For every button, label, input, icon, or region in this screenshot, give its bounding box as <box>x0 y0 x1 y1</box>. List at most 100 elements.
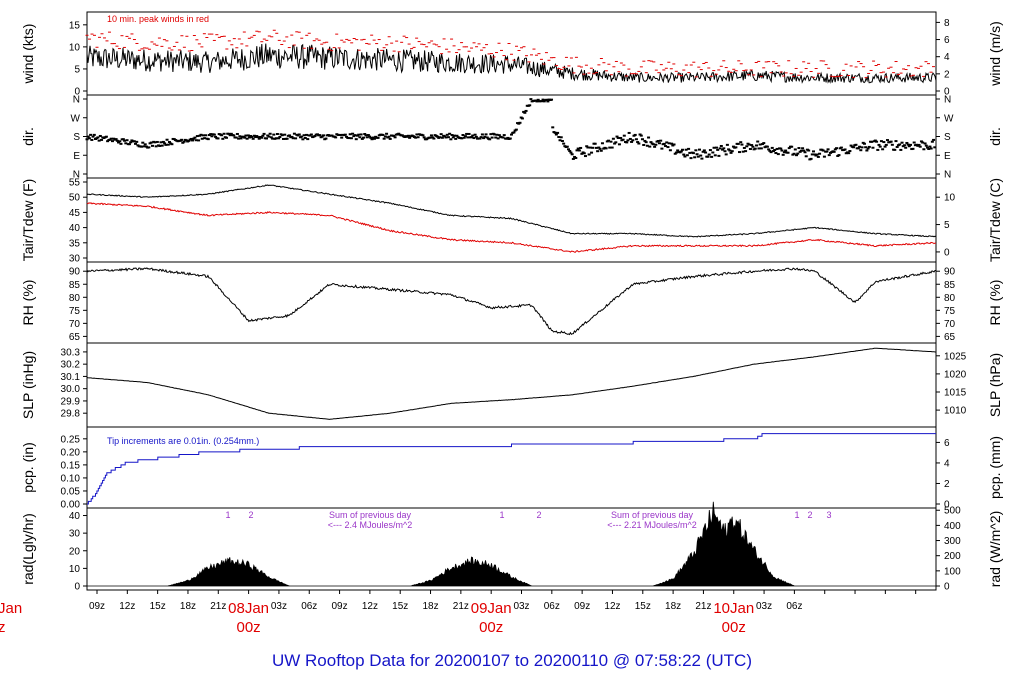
direction-mark <box>166 143 170 146</box>
direction-mark <box>882 141 886 144</box>
y-tick-label-right: 0 <box>944 582 950 593</box>
direction-mark <box>362 136 366 139</box>
direction-mark <box>495 133 499 136</box>
direction-mark <box>866 147 870 150</box>
y-tick-label-right: 300 <box>944 536 961 547</box>
direction-mark <box>742 146 746 149</box>
direction-mark <box>553 131 557 134</box>
direction-mark <box>104 135 108 138</box>
direction-mark <box>125 139 129 142</box>
direction-mark <box>309 133 313 136</box>
direction-mark <box>349 137 353 140</box>
direction-mark <box>237 137 241 140</box>
x-tick-label: 09z <box>332 601 348 612</box>
direction-mark <box>614 141 618 144</box>
direction-mark <box>163 142 167 145</box>
day-label: 08Jan <box>228 600 269 617</box>
direction-mark <box>348 133 352 136</box>
direction-mark <box>588 146 592 149</box>
y-tick-label-left: E <box>73 151 80 162</box>
direction-mark <box>890 143 894 146</box>
direction-mark <box>508 137 512 140</box>
direction-mark <box>446 136 450 139</box>
direction-mark <box>123 139 127 142</box>
direction-mark <box>100 138 104 141</box>
direction-mark <box>512 131 516 134</box>
direction-mark <box>930 140 934 143</box>
y-axis-label-right: wind (m/s) <box>987 21 1003 87</box>
direction-mark <box>825 150 829 153</box>
direction-mark <box>689 157 693 160</box>
direction-mark <box>129 141 133 144</box>
direction-mark <box>115 139 119 142</box>
y-tick-label-left: 45 <box>69 208 81 219</box>
rad-marker: 3 <box>826 510 831 520</box>
direction-mark <box>414 136 418 139</box>
x-tick-label: 21z <box>695 601 711 612</box>
y-tick-label-right: 65 <box>944 332 956 343</box>
direction-mark <box>699 154 703 157</box>
direction-mark <box>685 154 689 157</box>
y-tick-label-right: E <box>944 151 951 162</box>
direction-mark <box>849 144 853 147</box>
direction-mark <box>523 111 527 114</box>
direction-mark <box>633 133 637 136</box>
x-tick-label: 06z <box>301 601 317 612</box>
direction-mark <box>269 136 273 139</box>
direction-mark <box>206 138 210 141</box>
y-axis-label-right: dir. <box>987 127 1003 146</box>
direction-mark <box>928 145 932 148</box>
direction-mark <box>351 132 355 135</box>
direction-mark <box>856 147 860 150</box>
x-tick-label: 18z <box>180 601 196 612</box>
direction-mark <box>679 150 683 153</box>
direction-mark <box>305 133 309 136</box>
direction-mark <box>809 157 813 160</box>
series-slp <box>86 347 936 420</box>
direction-mark <box>124 142 128 145</box>
direction-mark <box>684 148 688 151</box>
direction-mark <box>802 149 806 152</box>
direction-mark <box>189 137 193 140</box>
y-axis-label-right: rad (W/m^2) <box>987 511 1003 588</box>
x-tick-label: 12z <box>362 601 378 612</box>
direction-mark <box>87 137 91 140</box>
direction-mark <box>926 146 930 149</box>
direction-mark <box>871 146 875 149</box>
direction-mark <box>550 98 554 101</box>
direction-mark <box>923 142 927 145</box>
direction-mark <box>932 138 936 141</box>
direction-mark <box>274 137 278 140</box>
direction-mark <box>449 138 453 141</box>
direction-mark <box>262 132 266 135</box>
direction-mark <box>460 137 464 140</box>
direction-mark <box>744 150 748 153</box>
direction-mark <box>702 149 706 152</box>
direction-mark <box>626 139 630 142</box>
direction-mark <box>649 141 653 144</box>
direction-mark <box>132 140 136 143</box>
tip-increment-note: Tip increments are 0.01in. (0.254mm.) <box>107 436 259 446</box>
direction-mark <box>109 137 113 140</box>
direction-mark <box>463 135 467 138</box>
direction-mark <box>197 139 201 142</box>
direction-mark <box>798 150 802 153</box>
direction-mark <box>199 133 203 136</box>
direction-mark <box>729 151 733 154</box>
y-tick-label-left: N <box>73 170 80 181</box>
direction-mark <box>879 140 883 143</box>
direction-mark <box>96 136 100 139</box>
series-rh <box>86 267 936 336</box>
x-tick-label: 09z <box>574 601 590 612</box>
direction-mark <box>695 153 699 156</box>
direction-mark <box>609 140 613 143</box>
direction-mark <box>775 147 779 150</box>
direction-mark <box>153 141 157 144</box>
direction-mark <box>630 140 634 143</box>
direction-mark <box>134 142 138 145</box>
direction-mark <box>360 137 364 140</box>
direction-mark <box>867 145 871 148</box>
x-tick-label: 18z <box>422 601 438 612</box>
direction-mark <box>862 142 866 145</box>
direction-mark <box>363 132 367 135</box>
